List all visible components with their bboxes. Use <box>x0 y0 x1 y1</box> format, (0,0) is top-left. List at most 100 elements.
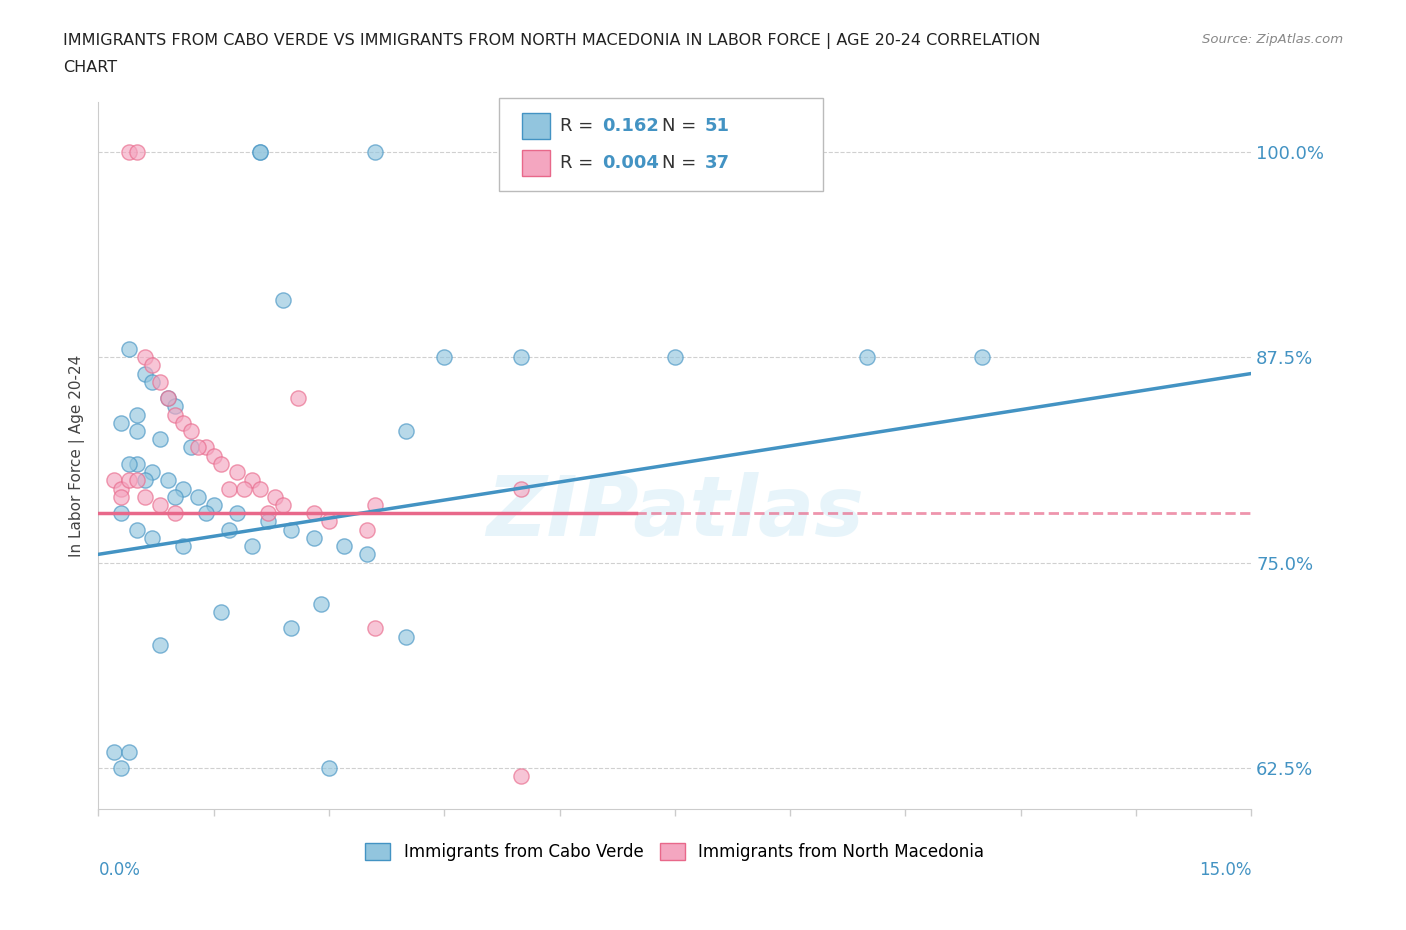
Point <box>510 481 533 496</box>
Point <box>249 144 271 159</box>
Point <box>302 506 325 521</box>
Point <box>972 350 994 365</box>
Point <box>134 473 156 488</box>
Point <box>180 440 202 455</box>
Point <box>103 473 125 488</box>
Point <box>664 350 686 365</box>
Point <box>118 341 141 356</box>
Point <box>125 523 148 538</box>
Point <box>103 744 125 759</box>
Point <box>510 350 533 365</box>
Point <box>356 523 378 538</box>
Point <box>202 448 225 463</box>
Text: ZIPatlas: ZIPatlas <box>486 472 863 552</box>
Text: Source: ZipAtlas.com: Source: ZipAtlas.com <box>1202 33 1343 46</box>
Point <box>141 465 163 480</box>
Point <box>364 144 387 159</box>
Point <box>165 399 187 414</box>
Point <box>218 481 240 496</box>
Point <box>240 538 263 553</box>
Point <box>165 407 187 422</box>
Text: 15.0%: 15.0% <box>1199 860 1251 879</box>
Point <box>110 489 132 504</box>
Text: N =: N = <box>662 153 702 172</box>
Point <box>240 473 263 488</box>
Text: 37: 37 <box>704 153 730 172</box>
Point <box>318 761 340 776</box>
Point <box>125 473 148 488</box>
Point <box>510 769 533 784</box>
Point <box>125 144 148 159</box>
Point <box>118 144 141 159</box>
Point <box>125 407 148 422</box>
Point <box>149 637 172 652</box>
Point <box>202 498 225 512</box>
Point <box>172 416 194 431</box>
Point <box>311 596 333 611</box>
Point <box>187 489 209 504</box>
Point <box>187 440 209 455</box>
Point <box>280 523 302 538</box>
Point <box>149 374 172 389</box>
Point <box>364 621 387 636</box>
Point <box>110 481 132 496</box>
Point <box>110 416 132 431</box>
Point <box>110 506 132 521</box>
Text: 0.004: 0.004 <box>602 153 658 172</box>
Y-axis label: In Labor Force | Age 20-24: In Labor Force | Age 20-24 <box>69 354 84 557</box>
Point <box>165 489 187 504</box>
Text: R =: R = <box>560 153 599 172</box>
Point <box>271 498 294 512</box>
Point <box>156 391 179 405</box>
Point <box>249 144 271 159</box>
Legend: Immigrants from Cabo Verde, Immigrants from North Macedonia: Immigrants from Cabo Verde, Immigrants f… <box>359 836 991 868</box>
Point <box>149 432 172 446</box>
Point <box>225 506 247 521</box>
Point <box>395 629 418 644</box>
Point <box>195 440 218 455</box>
Point <box>118 744 141 759</box>
Point <box>156 473 179 488</box>
Point <box>256 514 278 529</box>
Point <box>134 489 156 504</box>
Point <box>209 457 232 472</box>
Point <box>287 391 309 405</box>
Point <box>209 604 232 619</box>
Point <box>180 423 202 438</box>
Point <box>172 481 194 496</box>
Point <box>249 481 271 496</box>
Point <box>271 292 294 307</box>
Text: CHART: CHART <box>63 60 117 75</box>
Point <box>118 457 141 472</box>
Point <box>141 374 163 389</box>
Point <box>172 538 194 553</box>
Point <box>856 350 879 365</box>
Point <box>302 530 325 545</box>
Point <box>356 547 378 562</box>
Point <box>134 366 156 381</box>
Point <box>333 538 356 553</box>
Point <box>156 391 179 405</box>
Point <box>165 506 187 521</box>
Point <box>395 423 418 438</box>
Point <box>134 350 156 365</box>
Point <box>256 506 278 521</box>
Point <box>264 489 287 504</box>
Text: IMMIGRANTS FROM CABO VERDE VS IMMIGRANTS FROM NORTH MACEDONIA IN LABOR FORCE | A: IMMIGRANTS FROM CABO VERDE VS IMMIGRANTS… <box>63 33 1040 48</box>
Point <box>125 457 148 472</box>
Text: N =: N = <box>662 116 702 135</box>
Point <box>141 358 163 373</box>
Point <box>141 530 163 545</box>
Point <box>225 465 247 480</box>
Point <box>318 514 340 529</box>
Point <box>110 761 132 776</box>
Point <box>280 621 302 636</box>
Text: 0.0%: 0.0% <box>98 860 141 879</box>
Point <box>233 481 256 496</box>
Point <box>195 506 218 521</box>
Point <box>125 423 148 438</box>
Point <box>433 350 456 365</box>
Text: R =: R = <box>560 116 599 135</box>
Point <box>364 498 387 512</box>
Text: 51: 51 <box>704 116 730 135</box>
